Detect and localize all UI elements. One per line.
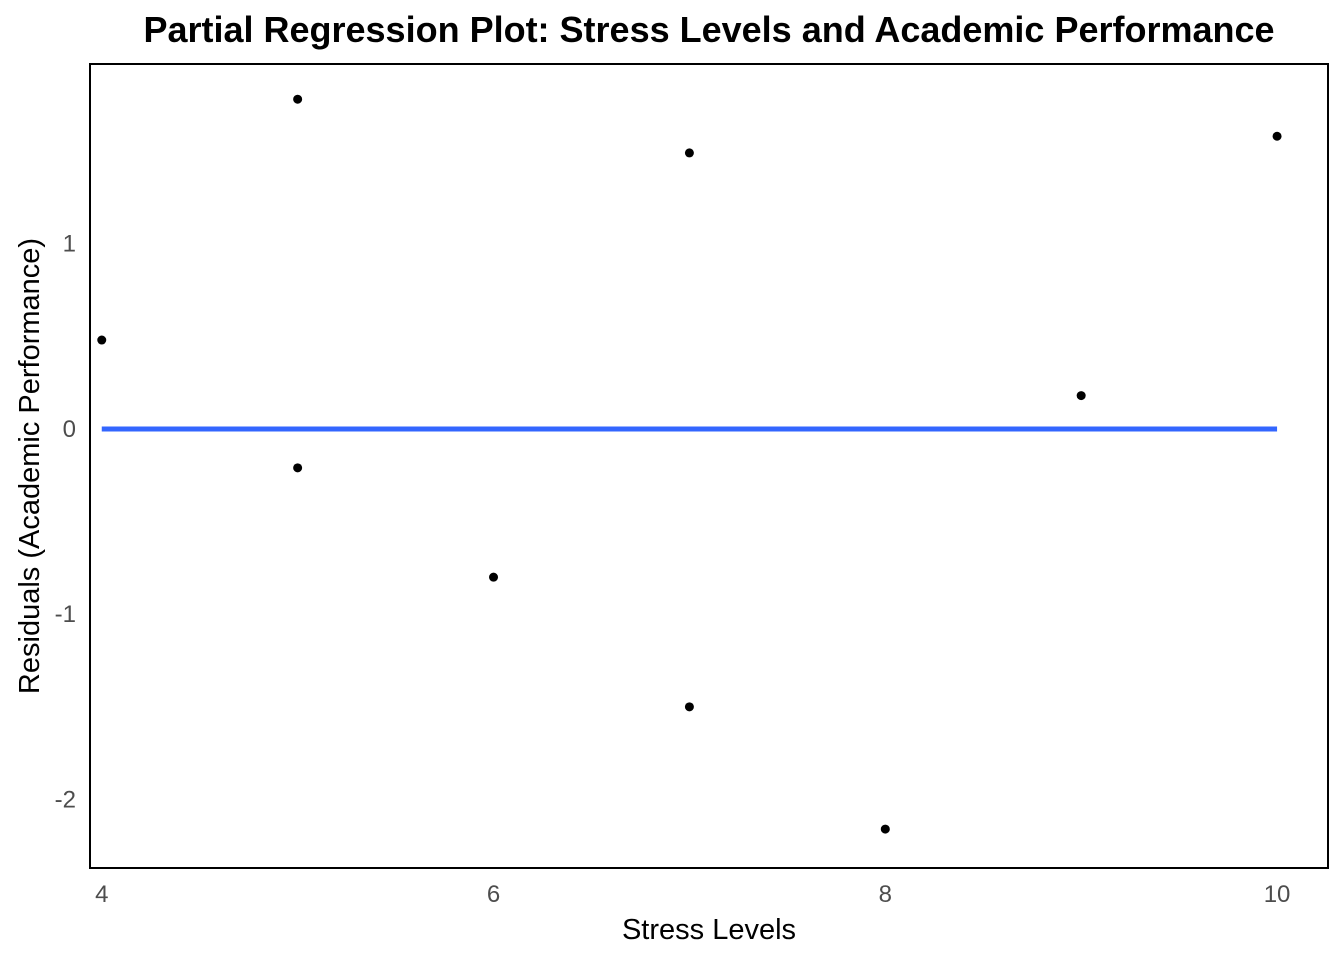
data-point [293,463,303,473]
x-axis-label: Stress Levels [622,914,796,946]
y-tick-label: 0 [63,416,76,443]
x-tick-label: 8 [879,881,892,908]
data-point [293,94,303,104]
y-tick-label: -1 [55,601,76,628]
x-tick-label: 10 [1264,881,1291,908]
x-axis-ticks: 4 6 8 10 [95,881,1290,908]
data-point [684,148,694,158]
y-tick-label: 1 [63,231,76,258]
data-point [1076,391,1086,401]
x-tick-label: 4 [95,881,108,908]
data-point [684,702,694,712]
data-point [880,824,890,834]
x-tick-label: 6 [487,881,500,908]
y-tick-label: -2 [55,786,76,813]
data-point [489,572,499,582]
plot-panel [89,63,1329,869]
y-axis-label: Residuals (Academic Performance) [14,238,46,694]
y-axis-ticks: -2 -1 0 1 [55,231,76,814]
data-point [97,335,107,345]
chart-title: Partial Regression Plot: Stress Levels a… [143,9,1274,50]
data-points [97,94,1282,834]
data-point [1272,131,1282,141]
